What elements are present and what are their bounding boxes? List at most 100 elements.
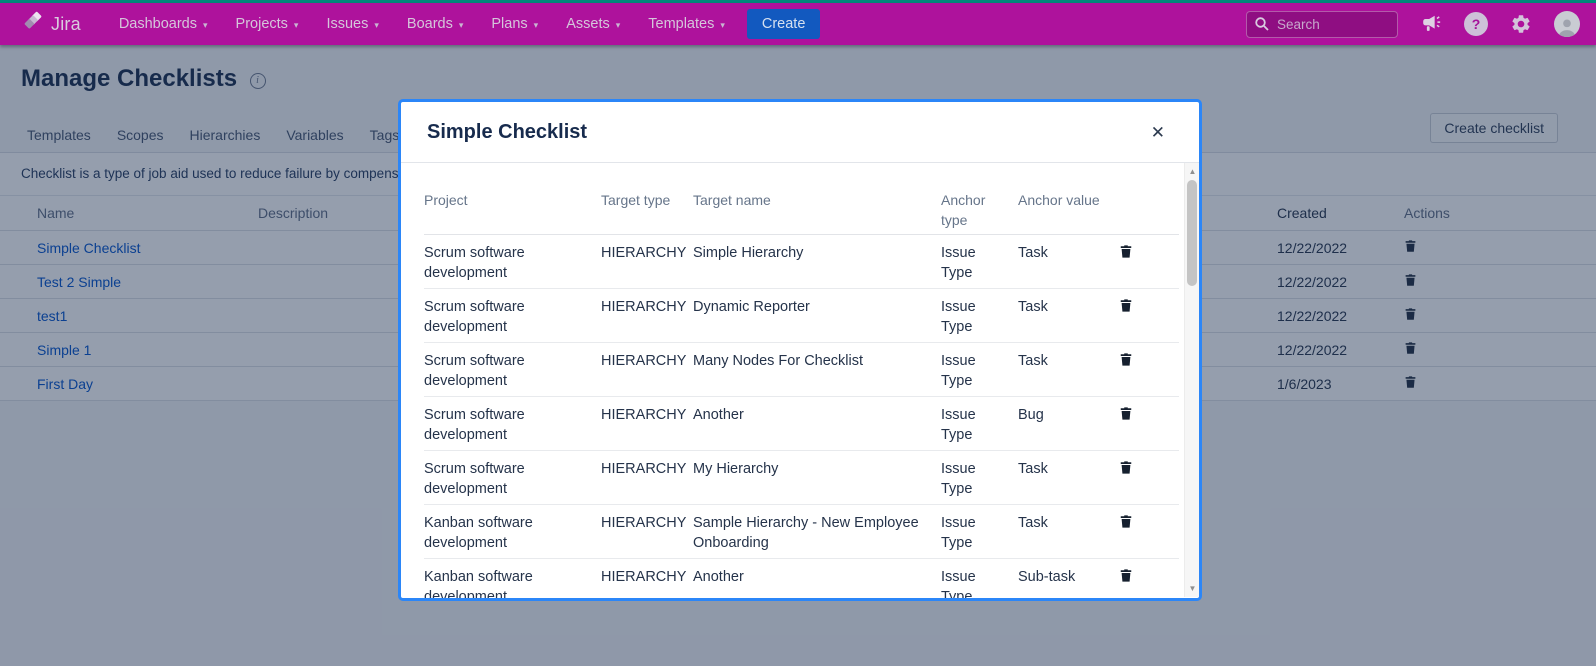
table-row: Kanban software development HIERARCHY Sa… (424, 505, 1179, 559)
gear-icon[interactable] (1510, 13, 1532, 35)
search-input[interactable] (1246, 10, 1398, 38)
checklist-detail-modal: Simple Checklist ✕ Project Target type T… (398, 99, 1202, 601)
delete-checklist-button[interactable] (1404, 375, 1417, 389)
target-type-cell: HIERARCHY (601, 353, 687, 369)
nav-item-plans[interactable]: Plans ▾ (491, 16, 539, 32)
target-name-cell: Simple Hierarchy (693, 245, 804, 261)
search-box (1246, 10, 1398, 38)
modal-scrollbar[interactable]: ▲ ▼ (1184, 163, 1199, 597)
trash-icon (1405, 274, 1416, 286)
avatar[interactable] (1554, 11, 1580, 37)
trash-icon (1405, 342, 1416, 354)
checklist-link[interactable]: Simple 1 (37, 341, 92, 358)
delete-checklist-button[interactable] (1404, 341, 1417, 355)
anchor-type-cell: Issue Type (941, 407, 976, 443)
chevron-down-icon: ▾ (533, 19, 539, 30)
anchor-value-cell: Task (1018, 245, 1048, 261)
anchor-type-cell: Issue Type (941, 569, 976, 601)
top-nav: Jira Dashboards ▾ Projects ▾ Issues ▾ Board… (0, 3, 1596, 45)
table-row: Scrum software development HIERARCHY My … (424, 451, 1179, 505)
jira-logo-icon (22, 11, 44, 38)
delete-anchor-button[interactable] (1119, 298, 1133, 313)
project-cell: Scrum software development (424, 461, 525, 497)
anchor-value-cell: Task (1018, 461, 1048, 477)
anchor-value-cell: Task (1018, 515, 1048, 531)
column-header-anchor-type: Anchor type (941, 192, 986, 228)
nav-item-projects[interactable]: Projects ▾ (235, 16, 299, 32)
anchor-type-cell: Issue Type (941, 461, 976, 497)
announcements-icon[interactable] (1420, 13, 1442, 35)
project-cell: Scrum software development (424, 245, 525, 281)
delete-anchor-button[interactable] (1119, 406, 1133, 421)
delete-checklist-button[interactable] (1404, 239, 1417, 253)
page-header: Manage Checklists i Create checklist (0, 45, 1596, 143)
modal-body: Project Target type Target name Anchor t… (401, 163, 1199, 598)
target-name-cell: Another (693, 407, 744, 423)
delete-anchor-button[interactable] (1119, 244, 1133, 259)
search-icon (1254, 16, 1270, 37)
info-icon[interactable]: i (249, 72, 266, 89)
target-name-cell: Dynamic Reporter (693, 299, 810, 315)
chevron-down-icon: ▾ (720, 19, 725, 30)
target-name-cell: Many Nodes For Checklist (693, 353, 864, 369)
scrollbar-thumb[interactable] (1187, 180, 1197, 286)
nav-item-templates[interactable]: Templates ▾ (648, 16, 725, 32)
delete-anchor-button[interactable] (1119, 352, 1133, 367)
checklist-link[interactable]: Simple Checklist (37, 239, 141, 256)
target-type-cell: HIERARCHY (601, 515, 687, 531)
tab-scopes[interactable]: Scopes (116, 127, 164, 143)
scroll-up-icon[interactable]: ▲ (1188, 167, 1197, 176)
project-cell: Kanban software development (424, 569, 533, 601)
tab-variables[interactable]: Variables (286, 127, 344, 143)
close-icon[interactable]: ✕ (1150, 122, 1165, 142)
nav-item-issues[interactable]: Issues ▾ (326, 16, 379, 32)
column-header-anchor-value: Anchor value (1018, 192, 1100, 208)
create-checklist-button[interactable]: Create checklist (1430, 113, 1558, 143)
tab-hierarchies[interactable]: Hierarchies (189, 127, 261, 143)
tab-templates[interactable]: Templates (27, 127, 91, 143)
target-name-cell: My Hierarchy (693, 461, 779, 477)
column-header-target-type: Target type (601, 192, 671, 208)
delete-anchor-button[interactable] (1119, 568, 1133, 583)
scroll-down-icon[interactable]: ▼ (1188, 584, 1197, 593)
delete-anchor-button[interactable] (1119, 460, 1133, 475)
anchor-value-cell: Sub-task (1018, 569, 1076, 585)
help-icon[interactable]: ? (1464, 12, 1488, 36)
chevron-down-icon: ▾ (374, 19, 379, 30)
delete-checklist-button[interactable] (1404, 273, 1417, 287)
checklist-link[interactable]: First Day (37, 375, 93, 392)
checklist-link[interactable]: test1 (37, 307, 68, 324)
anchors-table-header: Project Target type Target name Anchor t… (424, 163, 1179, 235)
target-type-cell: HIERARCHY (601, 461, 687, 477)
target-type-cell: HIERARCHY (601, 569, 687, 585)
column-header-project: Project (424, 192, 468, 208)
anchor-value-cell: Task (1018, 299, 1048, 315)
anchor-type-cell: Issue Type (941, 299, 976, 335)
nav-item-assets[interactable]: Assets ▾ (566, 16, 621, 32)
nav-item-dashboards[interactable]: Dashboards ▾ (118, 16, 208, 32)
created-date: 12/22/2022 (1277, 307, 1348, 324)
trash-icon (1120, 245, 1132, 258)
jira-logo[interactable]: Jira (22, 11, 81, 38)
table-row: Scrum software development HIERARCHY Sim… (424, 235, 1179, 289)
anchor-value-cell: Task (1018, 353, 1048, 369)
checklist-link[interactable]: Test 2 Simple (37, 273, 122, 290)
nav-item-boards[interactable]: Boards ▾ (406, 16, 464, 32)
delete-checklist-button[interactable] (1404, 307, 1417, 321)
created-date: 1/6/2023 (1277, 375, 1332, 392)
target-name-cell: Sample Hierarchy - New Employee Onboardi… (693, 515, 919, 551)
anchor-type-cell: Issue Type (941, 353, 976, 389)
anchor-type-cell: Issue Type (941, 515, 976, 551)
delete-anchor-button[interactable] (1119, 514, 1133, 529)
project-cell: Scrum software development (424, 353, 525, 389)
table-row: Scrum software development HIERARCHY Dyn… (424, 289, 1179, 343)
create-button[interactable]: Create (746, 9, 821, 39)
trash-icon (1120, 353, 1132, 366)
modal-header: Simple Checklist ✕ (401, 102, 1199, 163)
target-type-cell: HIERARCHY (601, 407, 687, 423)
tab-tags[interactable]: Tags (369, 127, 400, 143)
browser-accent-strip (0, 0, 1596, 3)
column-header-description: Description (258, 205, 329, 221)
nav-menu: Dashboards ▾ Projects ▾ Issues ▾ Boards ▾ Pl… (107, 10, 737, 38)
table-row: Kanban software development HIERARCHY An… (424, 559, 1179, 601)
